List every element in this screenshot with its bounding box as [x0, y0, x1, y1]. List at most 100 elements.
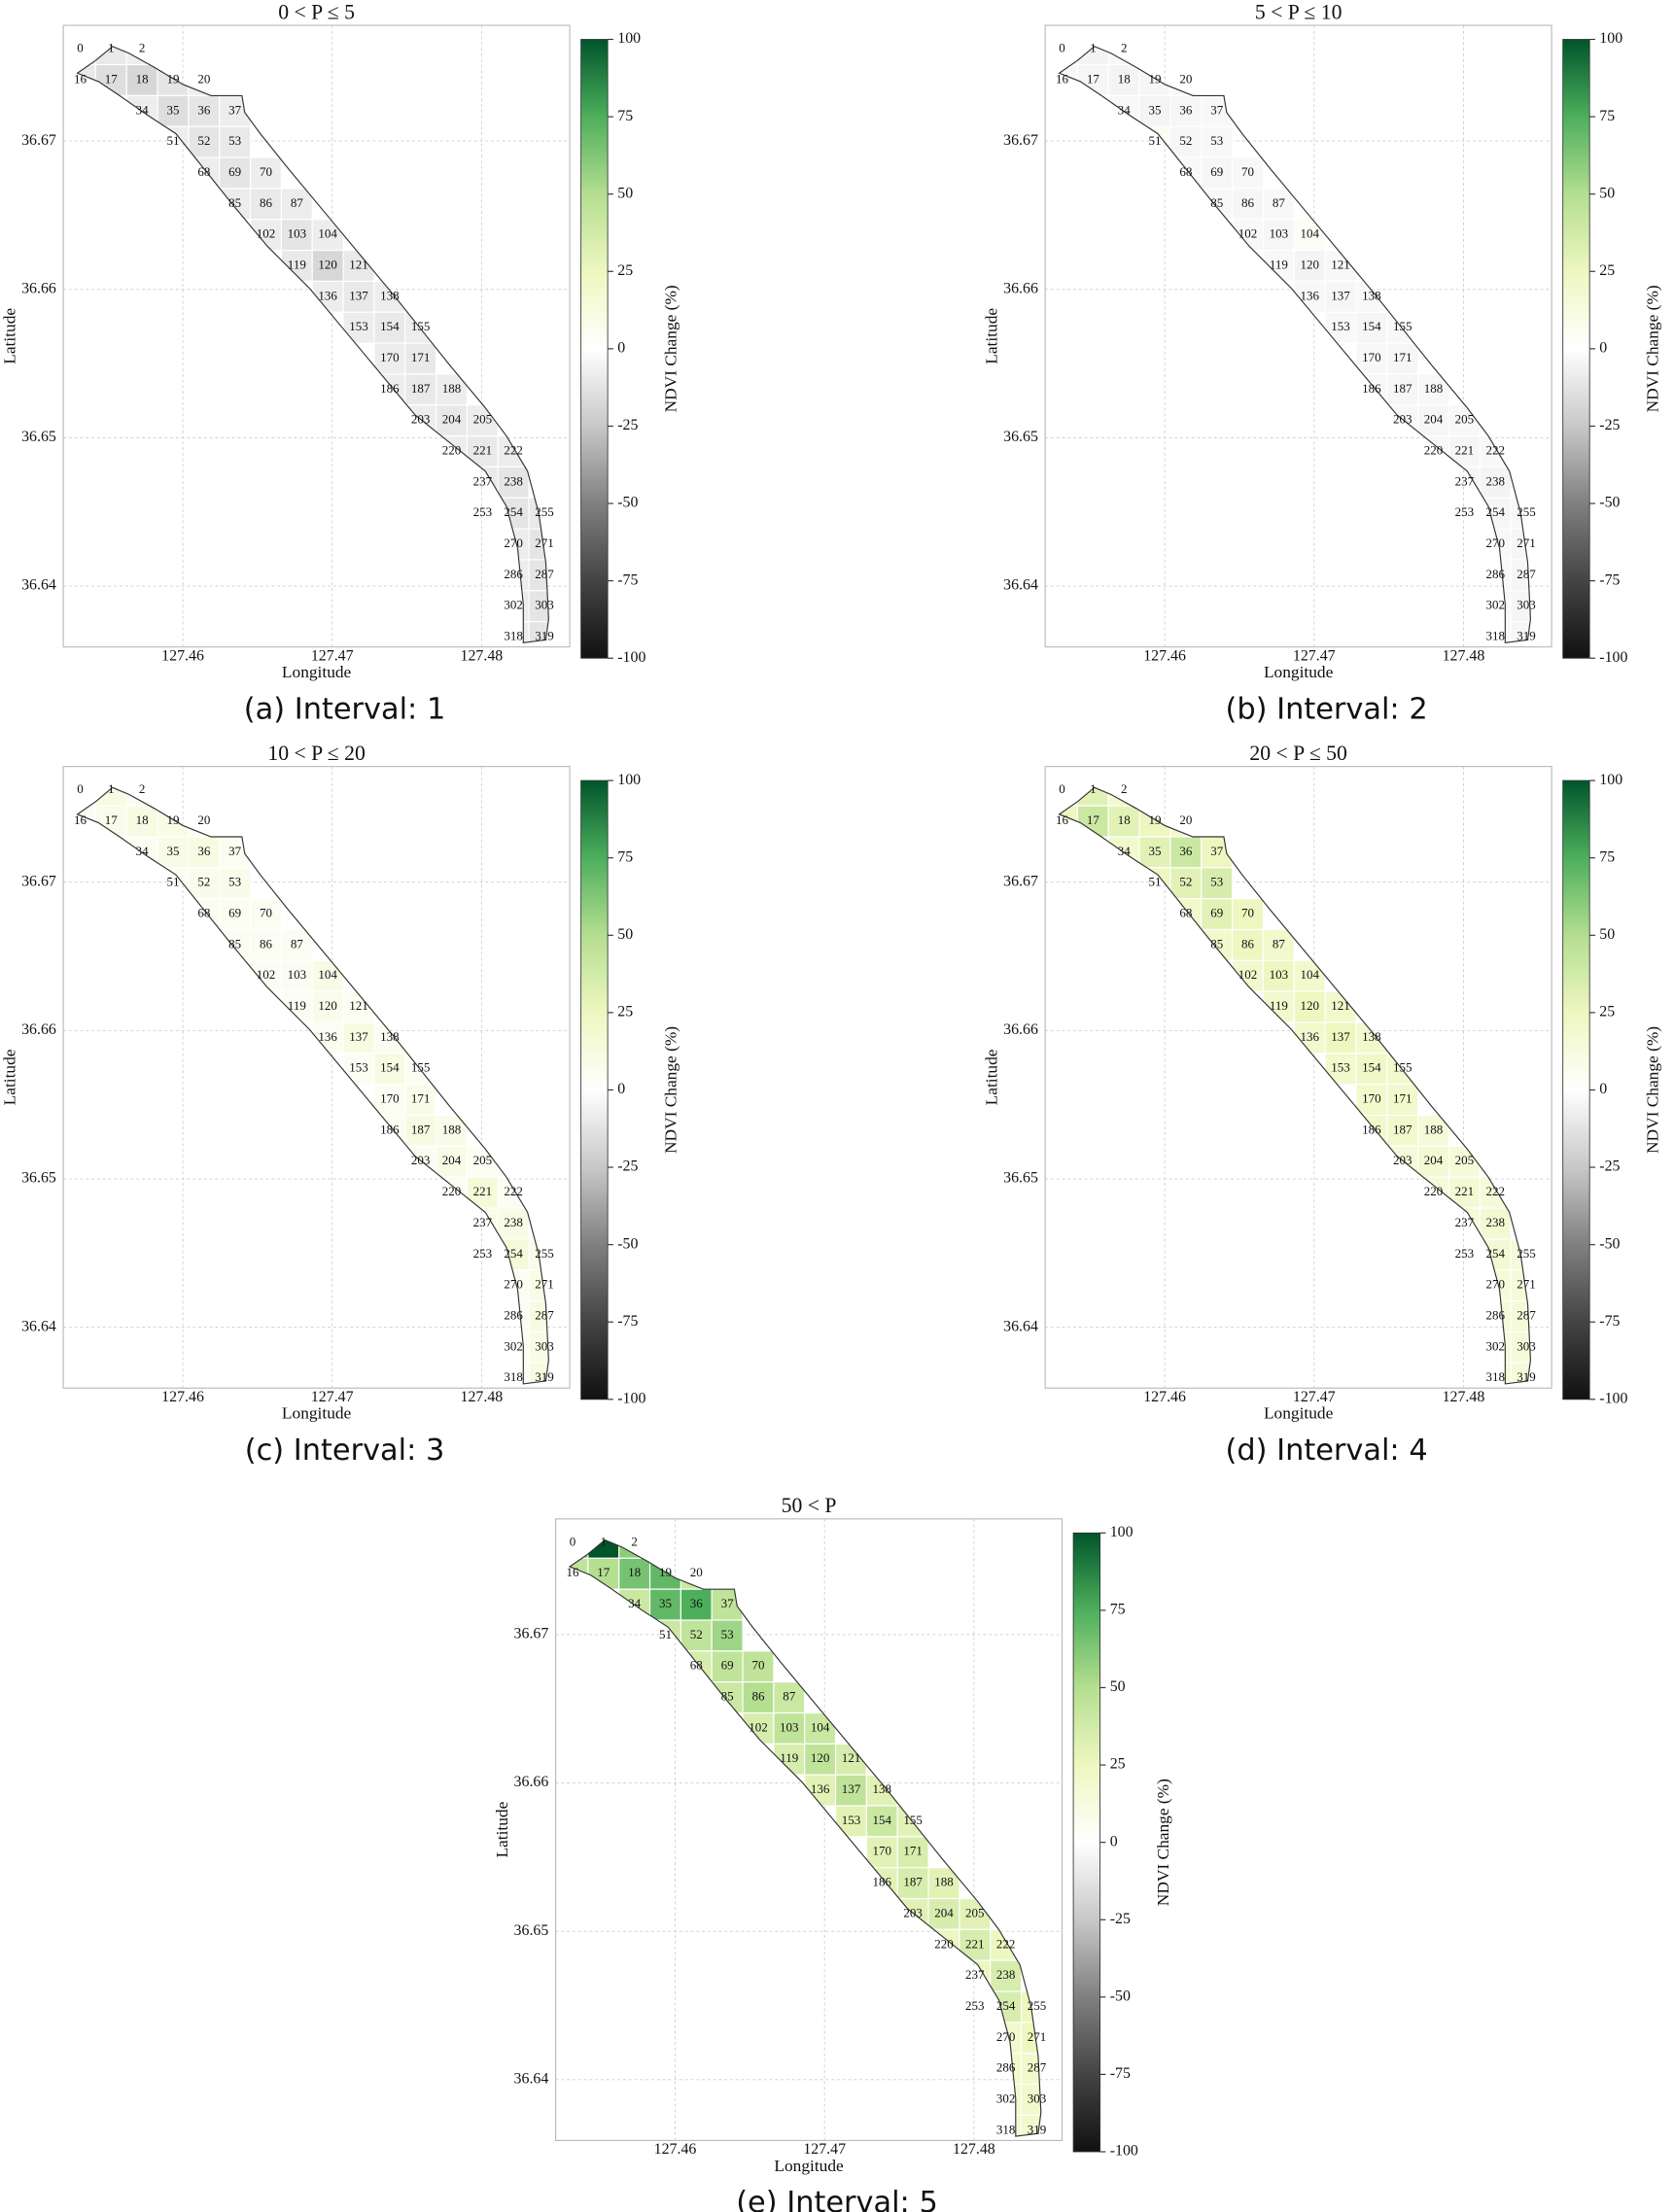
colorbar-tick-label: -100	[617, 649, 645, 666]
cell-label: 138	[873, 1781, 892, 1796]
cell-label: 104	[811, 1719, 830, 1734]
cell	[1232, 928, 1265, 961]
cell-label: 68	[1179, 164, 1193, 179]
cell-label: 221	[965, 1936, 985, 1951]
cell-label: 203	[903, 1905, 923, 1919]
x-tick-label: 127.46	[161, 647, 204, 664]
cell-label: 119	[780, 1750, 798, 1765]
cell-label: 20	[690, 1565, 704, 1579]
cell-label: 171	[411, 350, 431, 364]
cell-label: 104	[1300, 226, 1319, 241]
colorbar-tick-label: 75	[617, 848, 633, 865]
cell-label: 52	[690, 1627, 703, 1642]
cell-label: 1	[1090, 41, 1097, 55]
cell-label: 1	[1090, 781, 1097, 796]
cell-label: 69	[228, 906, 241, 920]
cell-label: 16	[1056, 812, 1069, 827]
colorbar-tick-label: -25	[617, 1158, 638, 1175]
cell-label: 221	[1455, 442, 1475, 457]
cell-label: 153	[1331, 1060, 1350, 1075]
cell-label: 221	[473, 442, 493, 457]
cell-label: 136	[811, 1781, 830, 1796]
cell-label: 18	[1118, 812, 1132, 827]
plot-frame	[62, 24, 571, 648]
y-tick-label: 36.67	[21, 132, 56, 149]
cell	[680, 1588, 713, 1621]
cell-label: 51	[166, 133, 179, 148]
cell	[125, 805, 158, 838]
cell	[1107, 63, 1140, 96]
colorbar-tick-label: -25	[1599, 417, 1620, 433]
cell-label: 120	[1300, 257, 1319, 271]
cell-label: 86	[1241, 936, 1255, 950]
cell-label: 255	[535, 504, 554, 519]
cell-label: 17	[105, 71, 119, 86]
cell-label: 286	[996, 2060, 1016, 2075]
cell-label: 51	[1149, 133, 1162, 148]
colorbar-tick-label: 0	[1110, 1833, 1118, 1849]
x-tick-label: 127.47	[311, 647, 354, 664]
cell-label: 255	[535, 1246, 554, 1261]
cell-label: 170	[380, 1091, 400, 1106]
cell-label: 171	[903, 1844, 923, 1858]
colorbar-tick-label: -100	[1110, 2143, 1138, 2160]
cell	[1232, 156, 1265, 190]
x-tick-label: 127.46	[161, 1389, 204, 1405]
cell	[742, 1650, 775, 1683]
cell-label: 136	[318, 1029, 337, 1044]
cell-label: 103	[288, 226, 307, 241]
colorbar-tick-label: 25	[1599, 1004, 1615, 1020]
colorbar-tick-label: -50	[617, 495, 638, 511]
cell-label: 52	[1179, 875, 1192, 889]
cell-label: 270	[504, 536, 523, 550]
cell	[249, 156, 282, 190]
cell-label: 51	[1149, 875, 1162, 889]
cell-label: 68	[1179, 906, 1193, 920]
cell-label: 155	[411, 319, 431, 333]
y-tick-label: 36.64	[514, 2070, 549, 2087]
x-axis-label: Longitude	[774, 2157, 844, 2175]
cell-label: 0	[570, 1534, 576, 1548]
cell	[373, 1084, 406, 1117]
colorbar-tick-label: 75	[1599, 848, 1615, 865]
cell-label: 102	[1238, 226, 1258, 241]
cell-label: 287	[1517, 1307, 1536, 1322]
plot-frame	[555, 1518, 1064, 2142]
plot-frame	[62, 766, 571, 1389]
x-tick-label: 127.46	[1143, 647, 1186, 664]
cell-label: 2	[139, 781, 146, 796]
cell	[1107, 805, 1140, 838]
cell-label: 255	[1028, 1998, 1047, 2013]
cell-label: 170	[380, 350, 400, 364]
cell-label: 170	[873, 1844, 892, 1858]
cell-label: 103	[780, 1719, 799, 1734]
cell-label: 271	[1517, 536, 1536, 550]
panel: 127.46 127.47 127.48 36.64 36.65 36.66 36.67 50…	[493, 1494, 1172, 2212]
cell-label: 271	[535, 536, 554, 550]
colorbar-tick-label: -100	[617, 1390, 645, 1406]
colorbar-tick-label: 75	[1599, 108, 1615, 124]
cell-label: 1	[108, 41, 115, 55]
cell-label: 253	[473, 1246, 493, 1261]
colorbar-tick-label: 0	[1599, 1081, 1607, 1097]
x-tick-label: 127.48	[1443, 647, 1485, 664]
x-tick-label: 127.46	[654, 2141, 697, 2158]
cell-label: 86	[260, 195, 273, 210]
cell	[1355, 342, 1388, 375]
cell-label: 35	[166, 844, 179, 858]
panel-caption: (a) Interval: 1	[244, 692, 446, 726]
cell-label: 255	[1517, 1246, 1536, 1261]
cell-label: 171	[1393, 1091, 1412, 1106]
y-tick-label: 36.67	[1003, 132, 1038, 149]
cell-label: 52	[197, 133, 210, 148]
cell	[1020, 2114, 1041, 2137]
cell-label: 137	[1331, 1029, 1350, 1044]
cell-label: 253	[473, 504, 493, 519]
cell-label: 238	[504, 1215, 523, 1229]
cell-label: 34	[136, 102, 150, 117]
cell	[834, 1774, 867, 1807]
cell	[711, 1619, 744, 1652]
colorbar-tick-label: 0	[617, 1081, 625, 1097]
cell-label: 104	[1300, 967, 1319, 982]
